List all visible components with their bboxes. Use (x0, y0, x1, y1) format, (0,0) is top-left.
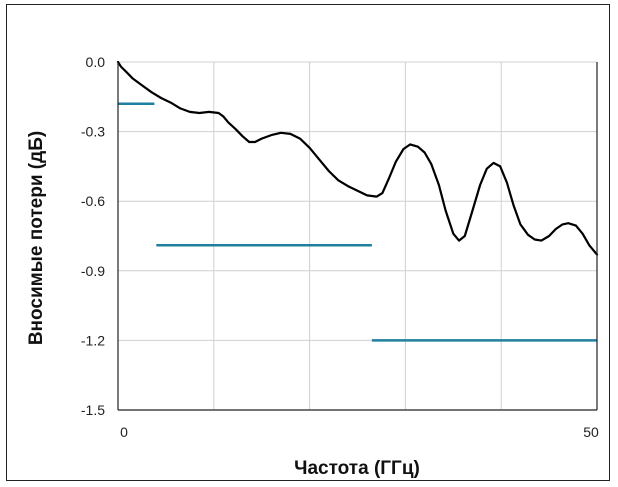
grid-layer (118, 61, 597, 411)
x-tick-label-0: 0 (120, 424, 128, 440)
x-axis-title: Частота (ГГц) (294, 458, 420, 479)
y-tick-label-5: -1.5 (81, 402, 105, 418)
y-tick-label-1: -0.3 (81, 124, 105, 140)
insertion-loss-curve (116, 60, 599, 256)
y-axis-title: Вносимые потери (дБ) (26, 131, 47, 345)
chart-frame (6, 4, 610, 481)
x-tick-label-1: 50 (583, 424, 599, 440)
y-tick-label-3: -0.9 (81, 263, 105, 279)
axis-layer (117, 62, 598, 411)
tick-label-layer: 0.0 -0.3 -0.6 -0.9 -1.2 -1.5 0 50 (81, 54, 599, 440)
y-tick-label-2: -0.6 (81, 193, 105, 209)
curve-layer (116, 60, 599, 256)
y-tick-label-0: 0.0 (86, 54, 106, 70)
limit-layer (118, 102, 597, 342)
y-tick-label-4: -1.2 (81, 332, 105, 348)
